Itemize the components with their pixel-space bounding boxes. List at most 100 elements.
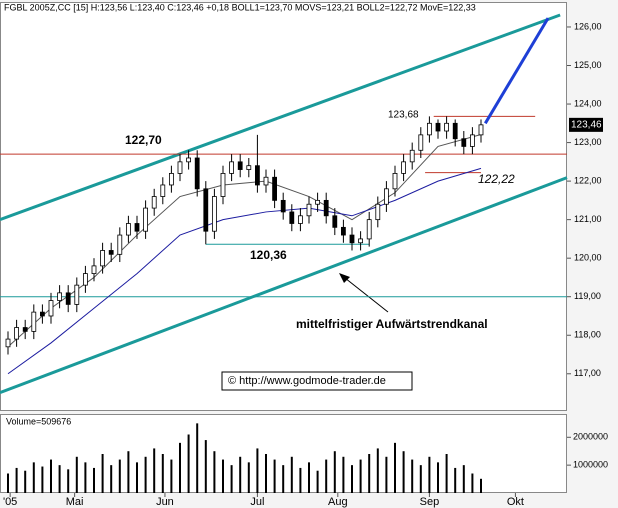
candle-body: [82, 273, 88, 286]
candle-body: [323, 199, 329, 217]
candle-body: [57, 292, 62, 301]
candle-body: [444, 122, 449, 132]
volume-bar: [230, 465, 233, 493]
volume-bar: [479, 478, 482, 493]
volume-bar: [49, 459, 52, 493]
annotation: 120,36: [250, 248, 287, 262]
volume-bar: [385, 456, 388, 493]
annotation: 122,70: [125, 133, 162, 147]
volume-bar: [239, 456, 242, 493]
last-price-tag: [569, 117, 603, 132]
candle-body: [297, 215, 303, 224]
y-tick-label: 118,00: [574, 330, 601, 340]
volume-bar: [282, 465, 285, 493]
volume-tick-label: 1000000: [573, 460, 608, 470]
candle-body: [194, 157, 200, 190]
x-tick-label: Jun: [156, 496, 174, 508]
arrow-head: [339, 273, 350, 283]
volume-bar: [419, 465, 422, 493]
candle-body: [237, 161, 243, 170]
volume-bar: [342, 456, 345, 493]
candle-body: [108, 250, 114, 255]
candle-body: [125, 223, 131, 236]
candle-body: [117, 234, 123, 255]
x-tick-label: Aug: [328, 496, 348, 508]
volume-bar: [24, 470, 27, 493]
volume-bar: [454, 467, 457, 493]
volume-bar: [67, 469, 70, 493]
volume-bar: [144, 456, 147, 493]
y-tick-label: 119,00: [574, 291, 601, 301]
candle-body: [160, 184, 166, 197]
volume-bar: [325, 459, 328, 493]
candle-body: [289, 211, 295, 224]
volume-bar: [402, 451, 405, 493]
volume-bar: [299, 467, 302, 493]
y-tick-label: 126,00: [574, 21, 602, 31]
volume-bar: [445, 454, 448, 493]
candle-body: [5, 338, 11, 348]
volume-bar: [170, 459, 173, 493]
candle-body: [143, 207, 148, 232]
volume-bar: [359, 459, 362, 493]
candle-body: [392, 173, 398, 190]
candle-body: [358, 238, 363, 244]
candle-body: [31, 311, 37, 332]
candle-body: [220, 173, 226, 197]
y-tick-label: 117,00: [574, 368, 601, 378]
candle-body: [435, 122, 441, 132]
volume-bar: [196, 423, 199, 493]
candle-body: [134, 223, 140, 232]
volume-bar: [307, 462, 310, 493]
candle-body: [340, 226, 346, 236]
candle-body: [168, 173, 174, 186]
candle-body: [177, 161, 183, 174]
candle-body: [272, 176, 277, 201]
candle-body: [469, 134, 475, 147]
volume-bar: [118, 459, 121, 493]
candle-body: [306, 203, 312, 217]
volume-bar: [350, 465, 353, 493]
volume-bar: [436, 462, 439, 493]
volume-bar: [290, 456, 293, 493]
arrow-shaft: [344, 277, 389, 313]
volume-bar: [273, 459, 276, 493]
volume-bar: [6, 473, 9, 493]
volume-bar: [316, 470, 319, 493]
candle-body: [375, 203, 381, 221]
volume-bar: [58, 465, 61, 493]
volume-bar: [462, 465, 465, 493]
volume-bar: [204, 440, 207, 493]
volume-bar: [15, 467, 18, 493]
candle-body: [452, 122, 458, 140]
volume-bar: [187, 434, 190, 493]
candle-body: [401, 161, 406, 174]
volume-bar: [221, 459, 224, 493]
volume-bar: [41, 466, 44, 493]
candle-body: [366, 219, 372, 240]
volume-bar: [178, 442, 181, 493]
candle-body: [22, 327, 28, 332]
candle-body: [254, 165, 260, 186]
candle-body: [14, 327, 19, 340]
volume-bar: [135, 462, 138, 493]
volume-bar: [101, 454, 104, 493]
volume-bar: [333, 451, 336, 493]
volume-bar: [368, 454, 371, 493]
volume-bar: [256, 448, 259, 493]
volume-bar: [376, 448, 379, 493]
volume-bar: [127, 451, 130, 493]
chart-title: FGBL 2005Z,CC [15] H:123,56 L:123,40 C:1…: [4, 2, 476, 12]
candle-body: [229, 161, 234, 174]
y-tick-label: 123,00: [574, 137, 602, 147]
annotation: 123,68: [388, 110, 419, 121]
volume-label: Volume=509676: [6, 416, 71, 426]
volume-bar: [264, 454, 267, 493]
candle-body: [315, 199, 320, 205]
candle-body: [39, 311, 45, 317]
x-tick-label: '05: [3, 496, 17, 508]
candle-body: [409, 149, 415, 163]
volume-bar: [32, 462, 35, 493]
